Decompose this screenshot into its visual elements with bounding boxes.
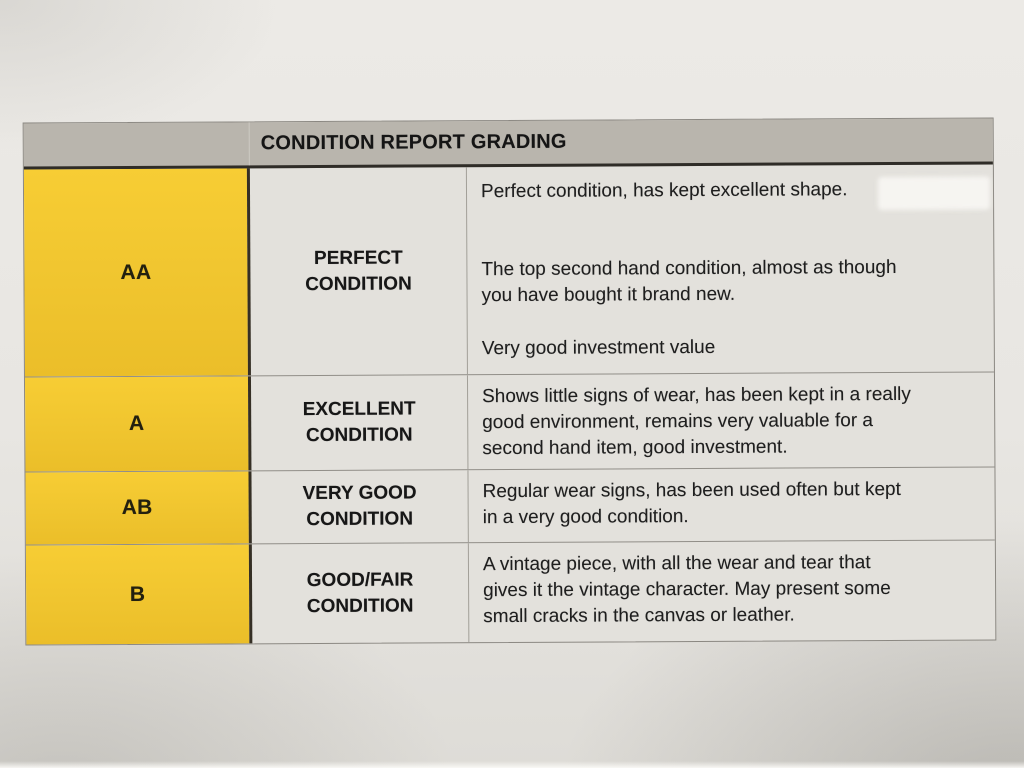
grade-cell: AA xyxy=(23,168,251,377)
grade-label: AB xyxy=(121,495,153,520)
description-cell: Shows little signs of wear, has been kep… xyxy=(468,372,994,469)
description-cell: Regular wear signs, has been used often … xyxy=(468,467,994,542)
description-paragraph: A vintage piece, with all the wear and t… xyxy=(482,552,891,628)
table-row-aa: AA PERFECT CONDITION Perfect condition, … xyxy=(23,164,994,377)
grade-label: B xyxy=(129,582,146,606)
whiteout-mark xyxy=(877,176,991,211)
description-paragraph: Regular wear signs, has been used often … xyxy=(482,478,901,529)
table-row-ab: AB VERY GOOD CONDITION Regular wear sign… xyxy=(25,466,995,545)
table-title: CONDITION REPORT GRADING xyxy=(260,130,567,155)
description-paragraph: The top second hand condition, almost as… xyxy=(481,256,897,307)
grade-label: AA xyxy=(120,260,152,284)
condition-name-cell: PERFECT CONDITION xyxy=(249,167,468,376)
description-paragraph: Shows little signs of wear, has been kep… xyxy=(482,383,911,460)
table-row-a: A EXCELLENT CONDITION Shows little signs… xyxy=(24,371,995,472)
grade-label: A xyxy=(128,411,145,435)
table-header-row: CONDITION REPORT GRADING xyxy=(23,118,993,170)
condition-name-cell: VERY GOOD CONDITION xyxy=(251,470,469,544)
header-spacer-cell xyxy=(23,122,250,167)
grade-cell: AB xyxy=(25,471,252,545)
description-paragraph: Very good investment value xyxy=(481,336,716,360)
description-cell: A vintage piece, with all the wear and t… xyxy=(469,540,996,642)
table-row-b: B GOOD/FAIR CONDITION A vintage piece, w… xyxy=(25,539,996,645)
condition-name-cell: EXCELLENT CONDITION xyxy=(250,375,469,471)
condition-grading-table: CONDITION REPORT GRADING AA PERFECT COND… xyxy=(22,117,997,646)
grade-cell: A xyxy=(24,376,252,472)
condition-name-cell: GOOD/FAIR CONDITION xyxy=(251,543,470,644)
grade-cell: B xyxy=(25,544,253,645)
